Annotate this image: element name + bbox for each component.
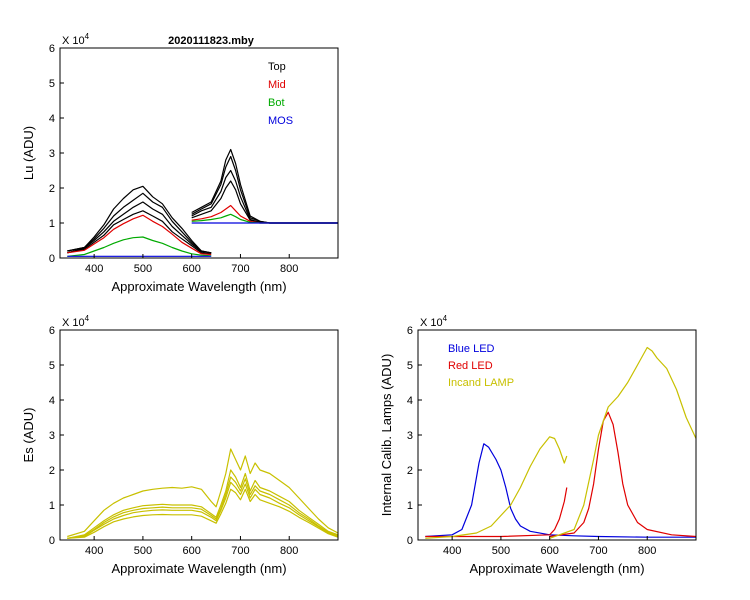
y-tick-label: 3 — [49, 430, 55, 442]
x-tick-label: 400 — [85, 545, 103, 557]
legend-entry-bot: Bot — [268, 97, 285, 109]
y-tick-label: 3 — [49, 148, 55, 160]
x-tick-label: 500 — [134, 545, 152, 557]
legend-entry-mos: MOS — [268, 115, 293, 127]
exponent-power: 4 — [85, 314, 90, 323]
series-line-mid — [67, 214, 212, 256]
y-tick-label: 0 — [49, 253, 55, 265]
legend-entry-incand-lamp: Incand LAMP — [448, 377, 514, 389]
series-group — [67, 448, 338, 539]
x-tick-label: 700 — [589, 545, 607, 557]
y-axis-label: Lu (ADU) — [21, 126, 36, 180]
series-line-top — [67, 192, 212, 254]
series-line-top — [191, 148, 338, 224]
legend-entry-red-led: Red LED — [448, 360, 493, 372]
series-line-es-5 — [67, 488, 338, 539]
legend-entry-top: Top — [268, 61, 286, 73]
x-tick-label: 800 — [280, 545, 298, 557]
plot-frame — [59, 47, 339, 259]
y-tick-label: 2 — [49, 183, 55, 195]
exponent-label: X 104 — [62, 314, 90, 329]
series-line-es-4 — [67, 481, 338, 539]
y-tick-label: 1 — [49, 218, 55, 230]
legend-entry-mid: Mid — [268, 79, 286, 91]
series-line-es-1 — [67, 448, 338, 538]
x-tick-label: 600 — [541, 545, 559, 557]
x-tick-label: 700 — [231, 263, 249, 275]
series-line-top — [191, 155, 338, 224]
series-line-top — [67, 185, 212, 254]
x-tick-label: 800 — [280, 263, 298, 275]
y-tick-label: 5 — [407, 360, 413, 372]
chart-title: 2020111823.mby — [168, 35, 255, 47]
x-tick-label: 500 — [134, 263, 152, 275]
exponent-base: X 10 — [62, 317, 85, 329]
y-tick-label: 2 — [407, 465, 413, 477]
exponent-label: X 104 — [420, 314, 448, 329]
series-line-blue-led — [425, 443, 696, 538]
y-tick-label: 5 — [49, 78, 55, 90]
y-tick-label: 6 — [49, 43, 55, 55]
series-line-top — [67, 201, 212, 254]
series-line-es-3 — [67, 476, 338, 539]
y-tick-label: 2 — [49, 465, 55, 477]
exponent-label: X 104 — [62, 32, 90, 47]
y-tick-label: 4 — [407, 395, 413, 407]
series-line-red-led — [549, 411, 696, 538]
y-tick-label: 6 — [49, 325, 55, 337]
y-tick-label: 0 — [49, 535, 55, 547]
y-tick-label: 4 — [49, 395, 55, 407]
x-tick-label: 500 — [492, 545, 510, 557]
exponent-base: X 10 — [62, 35, 85, 47]
x-tick-label: 700 — [231, 545, 249, 557]
legend-entry-blue-led: Blue LED — [448, 343, 495, 355]
series-line-bot — [67, 236, 212, 257]
y-axis-label: Es (ADU) — [21, 408, 36, 463]
series-line-top — [67, 210, 212, 255]
exponent-power: 4 — [85, 32, 90, 41]
y-axis-label: Internal Calib. Lamps (ADU) — [379, 354, 394, 517]
y-tick-label: 1 — [407, 500, 413, 512]
x-tick-label: 800 — [638, 545, 656, 557]
series-group — [67, 148, 338, 257]
x-tick-label: 400 — [85, 263, 103, 275]
exponent-power: 4 — [443, 314, 448, 323]
series-line-top — [191, 180, 338, 224]
x-tick-label: 600 — [183, 263, 201, 275]
y-tick-label: 3 — [407, 430, 413, 442]
y-tick-label: 4 — [49, 113, 55, 125]
series-line-red-led — [425, 487, 568, 538]
series-line-incand-lamp — [425, 436, 568, 539]
x-axis-label: Approximate Wavelength (nm) — [469, 561, 644, 576]
series-line-incand-lamp — [549, 346, 696, 539]
exponent-base: X 10 — [420, 317, 443, 329]
y-tick-label: 5 — [49, 360, 55, 372]
x-tick-label: 600 — [183, 545, 201, 557]
y-tick-label: 6 — [407, 325, 413, 337]
y-tick-label: 0 — [407, 535, 413, 547]
y-tick-label: 1 — [49, 500, 55, 512]
series-group — [425, 346, 696, 539]
x-tick-label: 400 — [443, 545, 461, 557]
x-axis-label: Approximate Wavelength (nm) — [111, 561, 286, 576]
series-line-es-2 — [67, 469, 338, 539]
x-axis-label: Approximate Wavelength (nm) — [111, 279, 286, 294]
